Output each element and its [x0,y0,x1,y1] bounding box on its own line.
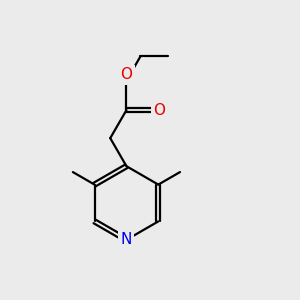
Text: N: N [121,232,132,247]
Text: O: O [120,67,132,82]
Text: O: O [153,103,165,118]
